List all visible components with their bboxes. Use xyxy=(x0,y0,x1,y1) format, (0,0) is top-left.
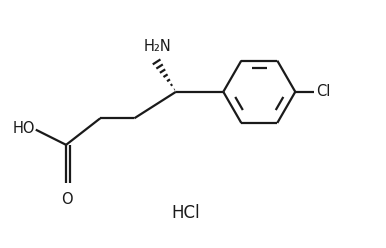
Text: HO: HO xyxy=(12,121,35,136)
Text: HCl: HCl xyxy=(171,204,200,222)
Text: O: O xyxy=(61,192,73,207)
Text: H₂N: H₂N xyxy=(143,39,171,54)
Text: Cl: Cl xyxy=(316,84,330,99)
